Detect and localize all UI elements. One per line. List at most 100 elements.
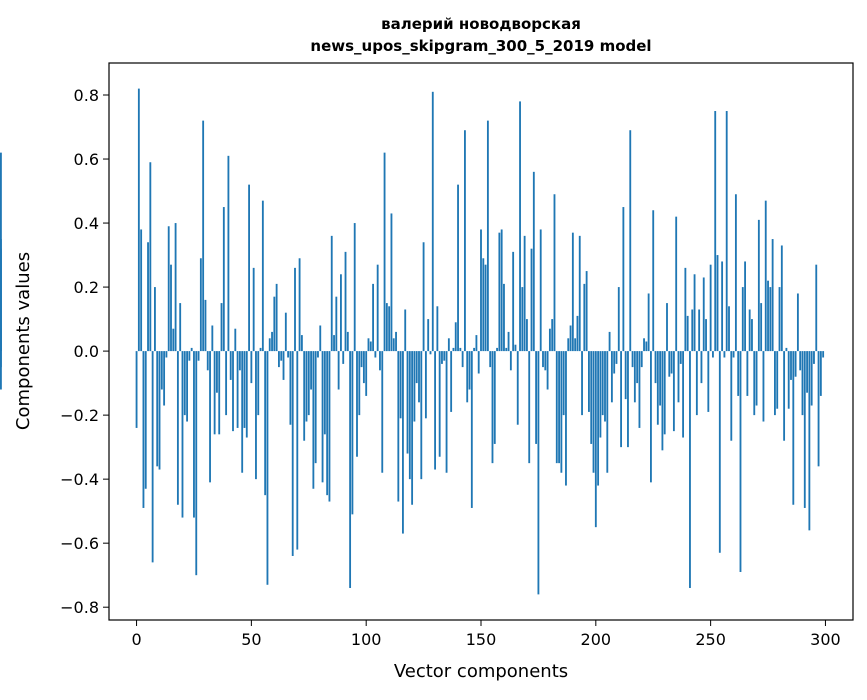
bar [643, 338, 645, 352]
bar [468, 351, 471, 390]
bar [620, 351, 622, 448]
bar [362, 351, 365, 384]
bar [273, 296, 276, 352]
bar [519, 101, 521, 352]
bar [135, 351, 138, 428]
bar [328, 351, 331, 502]
x-axis-ticks: 0 50 100 150 200 250 300 [131, 620, 841, 649]
bar [218, 351, 221, 435]
bar [571, 232, 574, 352]
bar [388, 306, 391, 352]
bar [604, 351, 606, 422]
bar [581, 351, 583, 416]
bar [689, 351, 691, 588]
bar [480, 229, 482, 352]
y-tick-label: −0.8 [60, 598, 99, 617]
bar [310, 351, 312, 390]
bar [493, 351, 496, 444]
bar [475, 335, 478, 352]
bar [656, 351, 659, 425]
bar [783, 351, 786, 441]
bar [158, 351, 161, 470]
bar [431, 91, 434, 352]
bar [399, 351, 402, 419]
bar [470, 351, 473, 508]
y-tick-label: 0.0 [74, 342, 99, 361]
bar [686, 315, 689, 352]
bar [287, 351, 290, 358]
bar [539, 229, 542, 352]
bar [654, 351, 657, 384]
bar [622, 207, 625, 352]
bar [822, 351, 825, 358]
bar [569, 325, 572, 352]
bar [441, 351, 443, 364]
bar [236, 351, 239, 428]
bar [684, 267, 687, 352]
bar [195, 351, 198, 576]
bar [374, 351, 377, 358]
bar [670, 351, 673, 374]
bar [808, 351, 811, 531]
bar [503, 283, 505, 352]
bar [514, 344, 517, 352]
bar [578, 235, 581, 352]
bar [238, 351, 241, 371]
bar [319, 325, 322, 352]
bar [181, 351, 184, 518]
bar [638, 351, 641, 428]
bar [792, 351, 795, 505]
bar [672, 351, 675, 432]
bar [220, 303, 223, 352]
bar [521, 287, 524, 352]
bar [342, 351, 345, 364]
bar [617, 287, 620, 352]
bar [744, 261, 746, 352]
bar [202, 120, 205, 352]
x-tick-label: 250 [695, 630, 726, 649]
bar [675, 216, 678, 352]
bar [516, 351, 519, 425]
bar [454, 322, 457, 352]
bar [473, 347, 476, 352]
bar [751, 319, 753, 352]
bar [298, 258, 301, 352]
bar [142, 351, 145, 508]
bar [776, 351, 779, 409]
y-axis-label: Components values [13, 252, 34, 430]
bar [592, 351, 595, 473]
bar [698, 309, 701, 352]
bar [154, 287, 156, 352]
bar [565, 351, 567, 486]
bar [819, 351, 822, 396]
bar [333, 335, 335, 352]
bar [709, 264, 712, 352]
bar [294, 267, 296, 352]
bar [608, 331, 611, 352]
bar [367, 338, 370, 352]
bar [376, 264, 379, 352]
x-tick-label: 50 [241, 630, 261, 649]
bar [679, 351, 682, 364]
bar [261, 200, 264, 352]
bar [179, 303, 182, 352]
bar [576, 315, 579, 352]
bar [278, 351, 280, 368]
bar [583, 283, 586, 352]
bar [229, 351, 232, 380]
bar [268, 338, 271, 352]
bar [369, 341, 372, 352]
bar [326, 351, 329, 496]
bar [245, 351, 248, 438]
bar [390, 213, 393, 352]
bar [284, 312, 287, 352]
bar [491, 351, 494, 464]
bar [461, 351, 464, 368]
bar [204, 299, 207, 352]
bar [156, 351, 159, 467]
bar [317, 351, 319, 358]
bar [771, 239, 774, 352]
bar [734, 194, 737, 352]
bar [266, 351, 269, 585]
bar [397, 351, 400, 502]
